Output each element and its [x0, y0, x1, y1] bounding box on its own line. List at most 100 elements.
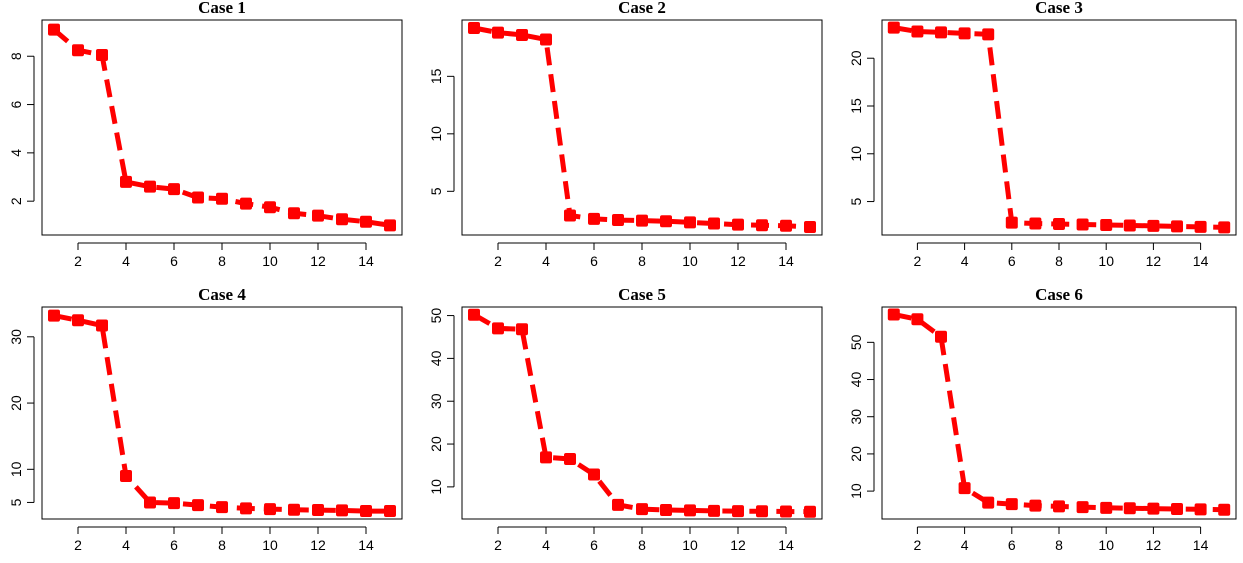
x-tick-label: 2: [74, 253, 82, 269]
data-point: [540, 451, 552, 464]
data-point: [612, 498, 624, 511]
data-point: [1218, 221, 1231, 234]
y-tick-label: 20: [848, 50, 864, 66]
data-point: [1171, 220, 1183, 233]
data-point: [684, 504, 696, 517]
x-tick-label: 8: [1055, 253, 1063, 269]
plot-frame: [41, 19, 403, 236]
data-point: [1171, 502, 1183, 515]
data-point: [1005, 498, 1018, 511]
x-tick-label: 2: [914, 537, 922, 553]
y-tick-label: 15: [428, 68, 444, 84]
data-point: [72, 314, 84, 327]
x-tick-label: 8: [1055, 537, 1063, 553]
data-point: [804, 505, 816, 518]
plot-frame: [881, 306, 1237, 520]
data-point: [288, 503, 300, 516]
data-point: [1029, 217, 1042, 230]
data-point: [780, 219, 792, 232]
chart-title: Case 3: [1035, 0, 1083, 17]
data-point: [660, 504, 672, 517]
data-point: [1123, 219, 1136, 232]
x-tick-label: 8: [218, 537, 226, 553]
data-point: [935, 26, 947, 39]
data-point: [360, 505, 372, 518]
x-tick-label: 6: [590, 253, 598, 269]
y-tick-label: 10: [848, 483, 864, 499]
chart-panel-2: Case 2 2 4 6 8 10 12 14 5 10 15: [428, 0, 823, 269]
y-tick-label: 20: [848, 446, 864, 462]
series-line: [893, 311, 1225, 513]
data-point: [708, 504, 720, 517]
data-point: [540, 33, 552, 46]
chart-title: Case 6: [1035, 285, 1083, 304]
x-tick-label: 10: [682, 253, 698, 269]
chart-panel-6: Case 6 2 4 6 8 10 12 14 10 20 30 40 50: [848, 285, 1237, 553]
data-point: [588, 212, 600, 225]
data-point: [360, 215, 372, 228]
x-tick-label: 8: [218, 253, 226, 269]
data-point: [168, 497, 180, 510]
y-tick-label: 10: [848, 146, 864, 162]
data-point: [1194, 503, 1207, 516]
data-point: [564, 453, 576, 466]
x-tick-label: 12: [310, 253, 326, 269]
data-point: [240, 502, 252, 515]
x-tick-label: 10: [1098, 253, 1114, 269]
x-tick-label: 14: [1193, 537, 1209, 553]
plot-frame: [881, 19, 1237, 236]
y-tick-label: 40: [428, 350, 444, 366]
x-tick-label: 10: [1098, 537, 1114, 553]
y-tick-label: 2: [8, 197, 24, 205]
x-tick-label: 6: [1008, 253, 1016, 269]
data-point: [1194, 220, 1207, 233]
data-point: [240, 197, 252, 210]
chart-panel-4: Case 4 2 4 6 8 10 12 14 5 10 20 30: [8, 285, 403, 553]
x-tick-label: 2: [74, 537, 82, 553]
data-point: [336, 213, 348, 226]
data-point: [492, 26, 504, 39]
data-point: [312, 209, 324, 222]
y-tick-label: 50: [428, 308, 444, 324]
chart-title: Case 5: [618, 285, 666, 304]
series-line: [472, 312, 811, 515]
x-tick-label: 14: [778, 537, 794, 553]
x-tick-label: 4: [542, 253, 550, 269]
x-tick-label: 6: [590, 537, 598, 553]
data-point: [660, 215, 672, 228]
y-tick-label: 20: [428, 436, 444, 452]
y-tick-label: 5: [8, 498, 24, 506]
data-point: [612, 214, 624, 227]
data-point: [144, 180, 156, 193]
x-tick-label: 6: [170, 537, 178, 553]
series-line: [893, 25, 1225, 230]
x-tick-label: 8: [638, 537, 646, 553]
y-tick-label: 5: [848, 197, 864, 205]
y-tick-label: 30: [848, 409, 864, 425]
data-point: [384, 219, 396, 232]
data-point: [384, 505, 396, 518]
data-point: [935, 330, 947, 343]
data-point: [288, 207, 300, 220]
chart-title: Case 4: [198, 285, 246, 304]
data-point: [1053, 500, 1065, 513]
x-tick-label: 2: [494, 253, 502, 269]
data-point: [516, 28, 528, 41]
data-point: [264, 201, 276, 214]
x-tick-label: 4: [122, 253, 130, 269]
x-tick-label: 10: [262, 537, 278, 553]
x-tick-label: 4: [122, 537, 130, 553]
y-tick-label: 6: [8, 100, 24, 108]
data-point: [958, 482, 971, 495]
plot-frame: [461, 19, 823, 236]
data-point: [48, 23, 60, 36]
y-tick-label: 15: [848, 98, 864, 114]
data-point: [1147, 502, 1160, 515]
data-point: [756, 219, 768, 232]
data-point: [1100, 501, 1113, 514]
data-point: [192, 191, 204, 204]
data-point: [982, 496, 995, 509]
x-tick-label: 2: [914, 253, 922, 269]
data-point: [887, 21, 900, 34]
